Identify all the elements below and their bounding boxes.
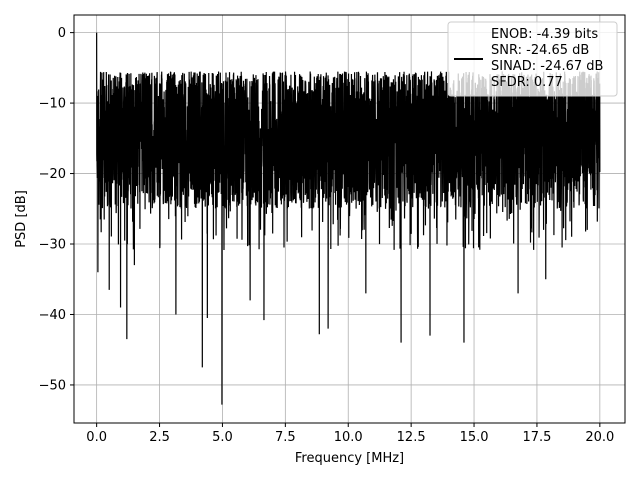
series-layer [96,32,601,405]
y-tick-label: −40 [39,308,66,323]
x-tick-label: 7.5 [275,430,296,445]
x-tick-label: 5.0 [212,430,233,445]
legend-enob: ENOB: -4.39 bits [491,27,598,42]
x-axis-label: Frequency [MHz] [295,451,404,466]
legend-sinad: SINAD: -24.67 dB [491,59,603,74]
axes-frame [73,14,626,424]
legend-sfdr: SFDR: 0.77 [491,75,563,90]
x-tick-label: 15.0 [460,430,489,445]
y-axis: 0 −10 −20 −30 −40 −50 [39,26,74,393]
x-tick-label: 2.5 [149,430,170,445]
y-axis-label: PSD [dB] [14,190,29,248]
legend-box [447,21,618,97]
y-tick-label: 0 [58,26,66,41]
legend: ENOB: -4.39 bits SNR: -24.65 dB SINAD: -… [447,21,618,97]
x-tick-label: 10.0 [334,430,363,445]
x-tick-label: 20.0 [585,430,614,445]
x-tick-label: 0.0 [86,430,107,445]
y-tick-label: −10 [39,97,66,112]
y-tick-label: −30 [39,238,66,253]
psd-series-line [96,32,601,405]
x-tick-label: 12.5 [397,430,426,445]
y-tick-label: −50 [39,378,66,393]
x-tick-label: 17.5 [522,430,551,445]
legend-snr: SNR: -24.65 dB [491,43,589,58]
x-axis: 0.0 2.5 5.0 7.5 10.0 12.5 15.0 17.5 20.0 [86,423,614,445]
y-tick-label: −20 [39,167,66,182]
